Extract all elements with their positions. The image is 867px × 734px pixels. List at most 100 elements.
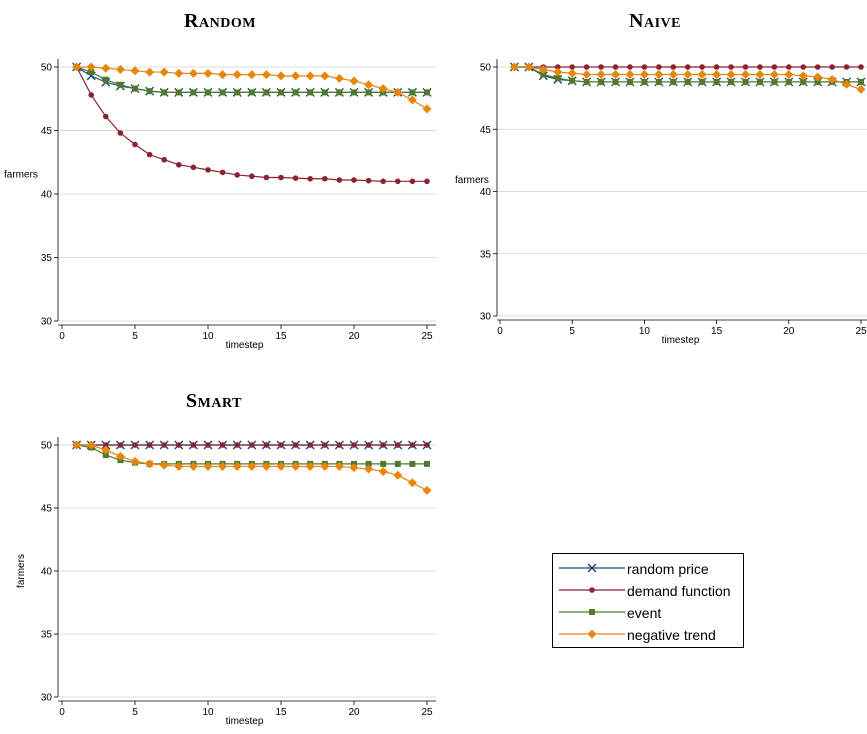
data-point-event [713, 78, 720, 85]
x-axis-label: timestep [662, 335, 700, 346]
data-point-event [336, 89, 343, 96]
data-point-demand-function [322, 442, 328, 448]
data-point-negative-trend [726, 69, 736, 79]
data-point-demand-function [742, 64, 749, 70]
x-marker-icon [587, 563, 597, 573]
data-point-negative-trend [159, 67, 169, 77]
data-point-event [365, 89, 372, 96]
y-tick-label: 30 [41, 693, 53, 704]
data-point-negative-trend [218, 461, 228, 471]
data-point-event [394, 460, 401, 467]
data-point-event [190, 89, 197, 96]
legend-label-event: event [627, 605, 662, 621]
x-tick-label: 10 [639, 326, 651, 337]
legend: random price demand function event negat… [552, 553, 744, 648]
data-point-negative-trend [232, 70, 242, 80]
x-tick-label: 15 [275, 331, 287, 342]
data-point-negative-trend [364, 80, 374, 90]
x-tick-label: 25 [421, 331, 433, 342]
data-point-event [234, 89, 241, 96]
legend-marker [589, 609, 595, 615]
plot-panel-1: 30 35 40 45 50 0 5 10 15 20 25 timestep farmers [455, 59, 867, 346]
data-point-demand-function [771, 64, 778, 70]
circle-marker-icon [589, 587, 595, 593]
data-point-demand-function [205, 442, 211, 448]
x-tick-label: 0 [59, 707, 65, 718]
data-point-demand-function [336, 177, 343, 183]
data-point-negative-trend [174, 461, 184, 471]
data-point-event [569, 77, 576, 84]
data-point-demand-function [409, 442, 416, 448]
data-point-negative-trend [349, 463, 359, 473]
legend-item-demand-function: demand function [553, 580, 743, 600]
data-point-demand-function [713, 64, 720, 70]
data-point-demand-function [424, 442, 430, 448]
y-tick-label: 45 [41, 504, 53, 515]
data-point-negative-trend [349, 76, 359, 86]
data-point-negative-trend [567, 68, 577, 78]
data-point-event [424, 89, 430, 96]
legend-swatch-negative-trend [559, 629, 625, 639]
data-point-negative-trend [115, 451, 125, 461]
data-point-negative-trend [407, 95, 417, 105]
data-point-demand-function [307, 442, 314, 448]
data-point-demand-function [395, 442, 401, 448]
data-point-demand-function [88, 92, 94, 98]
data-point-negative-trend [188, 461, 198, 471]
data-point-negative-trend [188, 68, 198, 78]
legend-label-random-price: random price [627, 561, 709, 577]
y-tick-label: 35 [41, 253, 53, 264]
data-point-demand-function [292, 442, 299, 448]
data-point-demand-function [219, 442, 226, 448]
data-point-negative-trend [407, 478, 417, 488]
data-point-demand-function [786, 64, 792, 70]
y-tick-label: 40 [41, 567, 53, 578]
data-point-demand-function [627, 64, 633, 70]
data-point-event [88, 69, 95, 76]
legend-marker [589, 587, 595, 593]
plot-area [58, 59, 436, 321]
data-point-negative-trend [130, 66, 140, 76]
x-tick-label: 0 [59, 331, 65, 342]
data-point-demand-function [322, 175, 328, 182]
x-tick-label: 15 [711, 326, 723, 337]
data-point-demand-function [278, 442, 284, 448]
y-axis-label: farmers [4, 169, 38, 180]
data-point-negative-trend [305, 461, 315, 471]
data-point-demand-function [190, 442, 197, 448]
data-point-event [612, 78, 619, 85]
data-point-demand-function [757, 64, 763, 70]
data-point-negative-trend [261, 461, 271, 471]
legend-marker [587, 629, 597, 639]
data-point-event [699, 78, 706, 85]
data-point-demand-function [117, 442, 124, 448]
data-point-negative-trend [524, 62, 534, 72]
data-point-event [424, 460, 430, 467]
data-point-negative-trend [654, 69, 664, 79]
legend-swatch-random-price [559, 563, 625, 573]
data-point-demand-function [234, 172, 240, 178]
data-point-demand-function [858, 64, 864, 70]
data-point-event [670, 78, 677, 85]
data-point-demand-function [656, 64, 662, 70]
data-point-demand-function [351, 177, 357, 183]
data-point-negative-trend [697, 69, 707, 79]
plot-area [58, 437, 436, 697]
data-point-demand-function [684, 64, 691, 70]
data-point-negative-trend [538, 64, 548, 74]
data-point-event [756, 78, 763, 85]
data-point-demand-function [146, 442, 153, 448]
x-tick-label: 25 [421, 707, 433, 718]
x-tick-label: 10 [202, 331, 214, 342]
data-point-demand-function [829, 64, 835, 70]
data-point-negative-trend [291, 71, 301, 81]
data-point-demand-function [307, 175, 314, 182]
data-point-demand-function [249, 442, 255, 448]
data-point-negative-trend [393, 470, 403, 480]
plot-panel-0: 30 35 40 45 50 0 5 10 15 20 25 timestep farmers [4, 59, 436, 351]
data-point-demand-function [365, 442, 372, 448]
data-point-event [598, 78, 605, 85]
x-tick-label: 25 [855, 326, 867, 337]
data-point-event [146, 88, 153, 95]
data-point-event [175, 89, 182, 96]
